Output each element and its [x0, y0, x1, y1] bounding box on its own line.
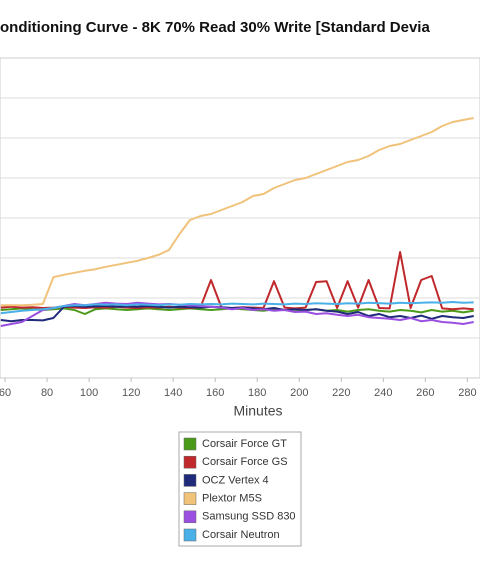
- legend-label: Corsair Neutron: [202, 529, 280, 541]
- legend-swatch: [183, 492, 197, 505]
- x-tick-label: 60: [0, 387, 11, 399]
- legend-label: Corsair Force GT: [202, 438, 287, 450]
- x-tick-label: 260: [416, 387, 434, 399]
- legend-swatch: [183, 455, 197, 469]
- legend-label: Samsung SSD 830: [202, 511, 296, 523]
- x-tick-label: 220: [332, 387, 350, 399]
- x-tick-label: 160: [206, 387, 224, 399]
- legend-swatch: [183, 437, 197, 451]
- legend-box: [178, 431, 302, 547]
- legend-swatch: [183, 510, 197, 524]
- legend-label: Plextor M5S: [202, 493, 262, 505]
- legend-swatch: [183, 474, 197, 487]
- chart-title: onditioning Curve - 8K 70% Read 30% Writ…: [0, 19, 430, 36]
- x-tick-label: 100: [80, 387, 98, 399]
- legend-label: Corsair Force GS: [202, 456, 288, 468]
- legend-label: OCZ Vertex 4: [202, 474, 269, 486]
- x-tick-label: 140: [164, 387, 182, 399]
- series-line: [0, 117, 474, 307]
- x-tick-label: 120: [122, 387, 140, 399]
- x-tick-label: 280: [458, 387, 476, 399]
- x-tick-label: 180: [248, 387, 266, 399]
- x-tick-label: 240: [374, 387, 392, 399]
- x-tick-label: 200: [290, 387, 308, 399]
- series-line: [0, 301, 474, 315]
- legend-swatch: [183, 528, 197, 542]
- x-axis-label: Minutes: [233, 403, 282, 419]
- x-tick-label: 80: [41, 387, 53, 399]
